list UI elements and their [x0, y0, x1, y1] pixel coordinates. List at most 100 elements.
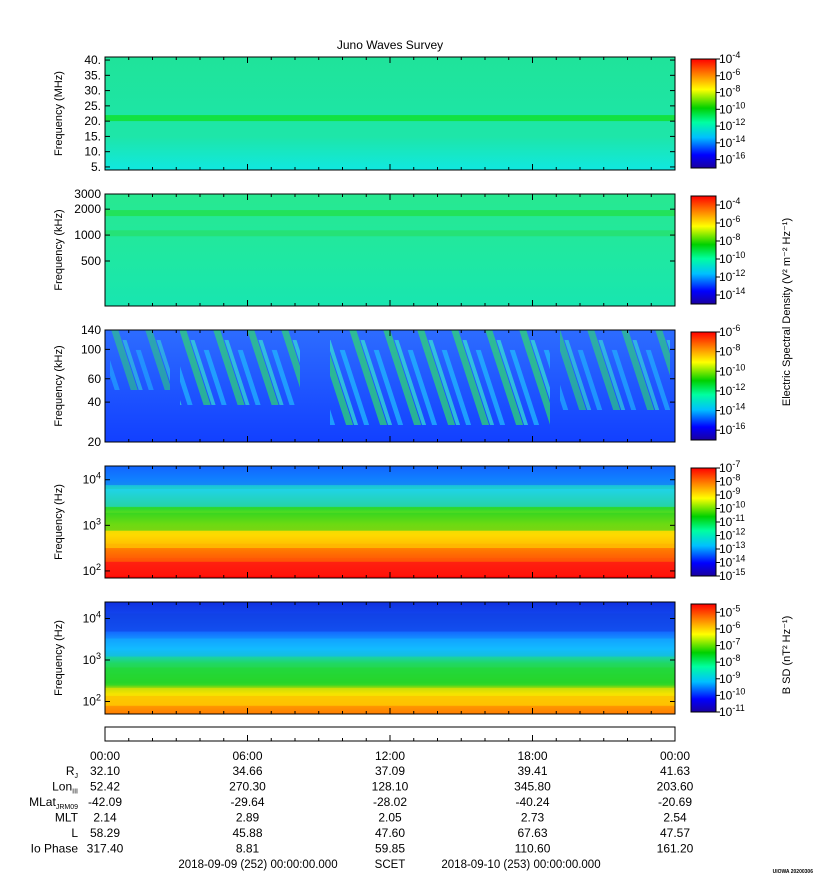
y-tick-label: 15. — [84, 129, 101, 143]
ephemeris-value: 37.09 — [375, 764, 405, 778]
colorbar-tick-label: 10-4 — [719, 50, 740, 66]
colorbar-4: 10-710-810-910-1010-1110-1210-1310-1410-… — [690, 459, 745, 583]
emission-band — [105, 667, 675, 686]
time-label: 00:00 — [90, 749, 120, 763]
ephemeris-value: -28.02 — [373, 795, 407, 809]
emission-band — [105, 512, 675, 531]
colorbar-tick-label: 10-8 — [719, 84, 740, 100]
ephemeris-value: 47.57 — [660, 826, 690, 840]
colorbar-tick-label: 10-8 — [719, 343, 740, 359]
y-axis-label: Frequency (MHz) — [53, 71, 65, 156]
time-label: 06:00 — [232, 749, 262, 763]
colorbar-tick-label: 10-6 — [719, 323, 740, 339]
y-tick-label: 30. — [84, 84, 101, 98]
ephemeris-value: 32.10 — [90, 764, 120, 778]
ephemeris-value: 2.14 — [93, 811, 117, 825]
colorbar-tick-label: 10-6 — [719, 67, 740, 83]
ephemeris-label: L — [71, 826, 78, 840]
colorbar-tick-label: 10-12 — [719, 382, 745, 398]
emission-streaks — [330, 330, 550, 425]
emission-band — [105, 488, 675, 507]
colorbar-tick-label: 10-14 — [719, 402, 745, 418]
colorbar-scale — [690, 195, 717, 305]
footer-end-time: 2018-09-10 (253) 00:00:00.000 — [441, 859, 600, 871]
spectrogram-image — [105, 57, 675, 170]
ephemeris-value: 2.54 — [663, 811, 687, 825]
colorbar-tick-label: 10-4 — [719, 196, 740, 212]
colorbar-tick-label: 10-8 — [719, 232, 740, 248]
colorbar-2: 10-4 10-6 10-8 10-10 10-12 10-14 — [690, 195, 745, 305]
ephemeris-label: Io Phase — [31, 842, 79, 856]
ephemeris-value: 110.60 — [515, 842, 551, 856]
colorbar-tick-label: 10-6 — [719, 214, 740, 230]
y-tick-label: 2000 — [74, 202, 101, 216]
y-axis-label: Frequency (Hz) — [53, 620, 65, 696]
y-tick-label: 20. — [84, 114, 101, 128]
colorbar-tick-label: 10-11 — [719, 703, 745, 719]
colorbar-tick-label: 10-12 — [719, 268, 745, 284]
ephemeris-value: 8.81 — [236, 842, 260, 856]
ephemeris-value: 45.88 — [232, 826, 262, 840]
ephemeris-value: 2.05 — [378, 811, 402, 825]
colorbar-tick-label: 10-10 — [719, 100, 745, 116]
ephemeris-value: 47.60 — [375, 826, 405, 840]
spectrogram-panel-1: 5.10. 15.20.25.30. 35.40. Frequency (MHz) — [53, 53, 676, 174]
ephemeris-value: -42.09 — [88, 795, 122, 809]
credit-text: UIOWA 20200306 — [773, 869, 814, 875]
y-axis-label: Frequency (kHz) — [53, 209, 65, 290]
emission-band — [105, 558, 675, 577]
colorbar-tick-label: 10-8 — [719, 653, 740, 669]
colorbar-tick-label: 10-9 — [719, 670, 740, 686]
y-axis-label: Frequency (Hz) — [53, 484, 65, 560]
ephemeris-label: MLatJRM09 — [29, 795, 78, 811]
y-tick-label: 140 — [81, 323, 101, 337]
colorbar-tick-label: 10-10 — [719, 250, 745, 266]
emission-band — [105, 230, 675, 237]
colorbar-tick-label: 10-7 — [719, 637, 740, 653]
emission-band — [105, 210, 675, 217]
colorbar-scale — [690, 58, 717, 169]
ephemeris-value: 161.20 — [657, 842, 694, 856]
y-tick-label: 5. — [91, 160, 101, 174]
y-tick-label: 40 — [88, 395, 102, 409]
colorbar-scale — [690, 603, 717, 713]
emission-band — [105, 530, 675, 549]
emission-band — [105, 613, 675, 632]
y-tick-label: 60 — [88, 372, 102, 386]
footer-scet: SCET — [375, 859, 406, 871]
colorbar-tick-label: 10-14 — [719, 286, 745, 302]
y-tick-label: 10. — [84, 145, 101, 159]
chart-title: Juno Waves Survey — [337, 38, 443, 52]
colorbar-tick-label: 10-10 — [719, 362, 745, 378]
colorbar-tick-label: 10-10 — [719, 686, 745, 702]
spectrogram-panel-3: 20 40 60 100 140 Frequency (kHz) — [53, 323, 676, 449]
ephemeris-value: 52.42 — [90, 780, 120, 794]
emission-streaks — [180, 330, 300, 405]
ephemeris-value: 34.66 — [232, 764, 262, 778]
spectrogram-panel-5: 102 103 104 Frequency (Hz) — [53, 601, 676, 715]
y-tick-label: 103 — [83, 651, 101, 667]
emission-band — [105, 687, 675, 706]
ephemeris-label: MLT — [55, 811, 79, 825]
y-tick-label: 100 — [81, 342, 101, 356]
y-tick-label: 1000 — [74, 228, 101, 242]
ephemeris-value: 270.30 — [229, 780, 266, 794]
ephemeris-label: RJ — [66, 764, 78, 780]
ephemeris-value: 345.80 — [514, 780, 551, 794]
ephemeris-value: -29.64 — [230, 795, 264, 809]
ephemeris-label: LonIII — [52, 780, 78, 796]
y-tick-label: 102 — [83, 693, 101, 709]
colorbar-tick-label: 10-5 — [719, 603, 740, 619]
ephemeris-value: 128.10 — [372, 780, 409, 794]
emission-streaks — [560, 330, 670, 410]
electric-colorbar-label: Electric Spectral Density (V² m⁻² Hz⁻¹) — [781, 218, 793, 406]
y-tick-label: 40. — [84, 53, 101, 67]
y-tick-label: 500 — [81, 254, 101, 268]
colorbar-tick-label: 10-15 — [719, 567, 745, 583]
time-label: 00:00 — [660, 749, 690, 763]
ephemeris-value: 203.60 — [657, 780, 694, 794]
